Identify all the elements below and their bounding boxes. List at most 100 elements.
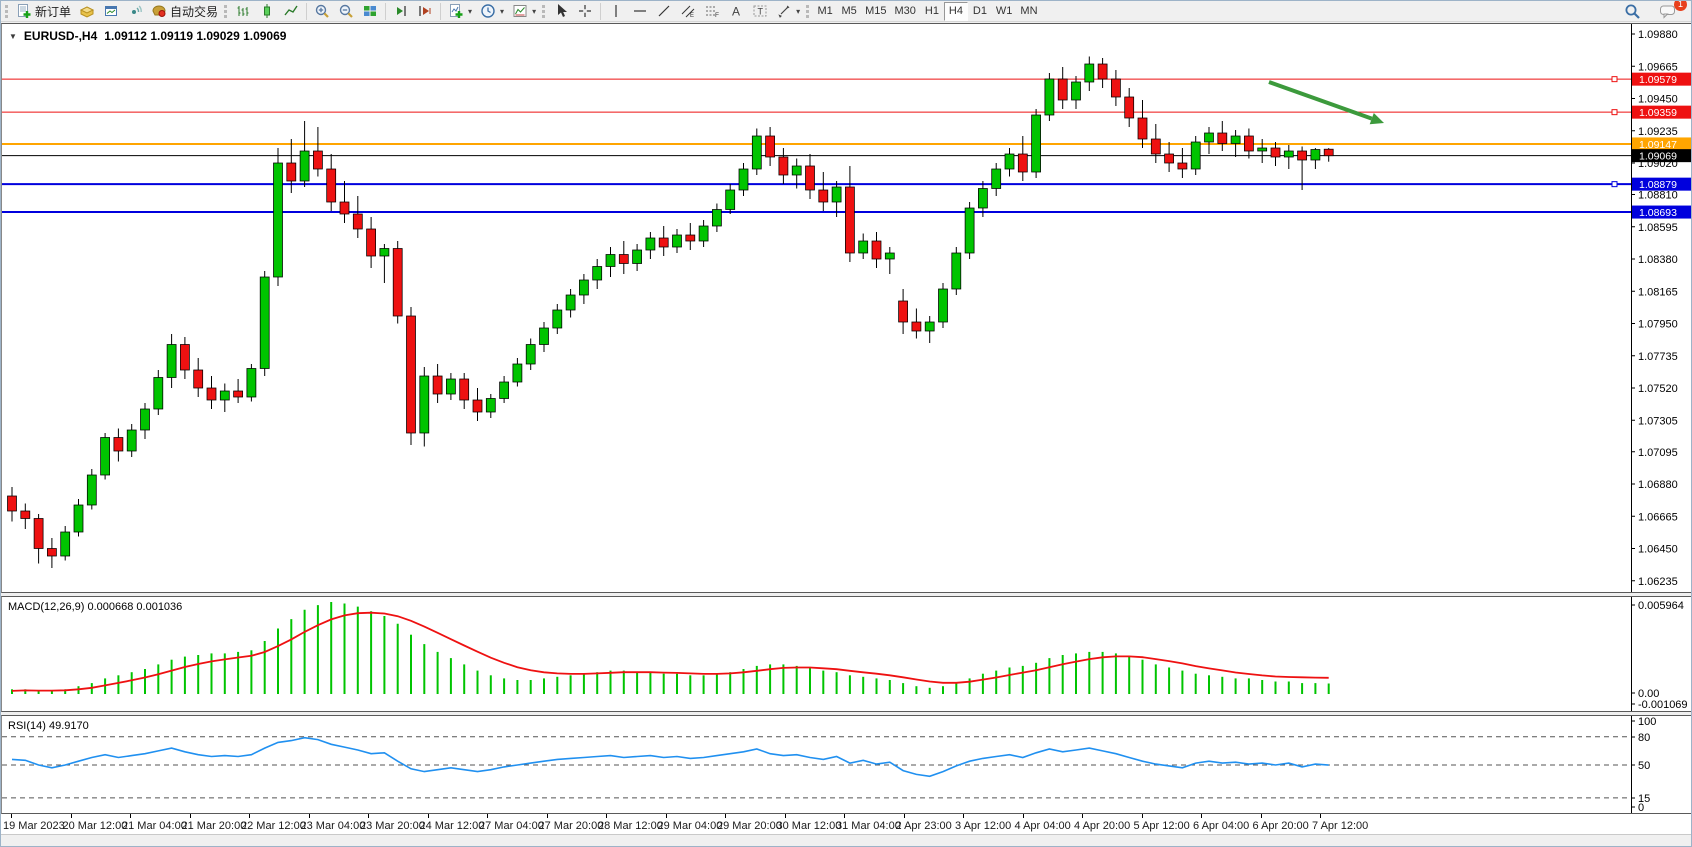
chart-cube-icon: [79, 6, 95, 18]
candle-up: [60, 531, 71, 557]
community-button[interactable]: 1: [1655, 1, 1687, 21]
text-button[interactable]: A: [724, 2, 748, 21]
time-axis[interactable]: 19 Mar 2023 20 Mar 12:00 21 Mar 04:00 21 Ma…: [1, 814, 1691, 834]
candle-down: [778, 156, 789, 176]
timeframe-m15-button[interactable]: M15: [865, 5, 887, 17]
main-chart-canvas[interactable]: 1.098801.096651.094501.092351.090201.088…: [2, 24, 1692, 592]
rsi-panel[interactable]: 100 80 50 15 0 RSI(14) 49.9170: [1, 715, 1691, 814]
rsi-line: [11, 736, 1329, 778]
trend-arrow[interactable]: [1268, 80, 1373, 121]
bottom-strip: [1, 834, 1691, 846]
panel-splitter[interactable]: [1, 593, 1691, 596]
vertical-line-button[interactable]: [604, 2, 628, 21]
crosshair-button[interactable]: [573, 2, 597, 21]
price-tick-label: 1.07095: [1638, 447, 1678, 459]
crosshair-icon: [579, 5, 592, 17]
text-label-button[interactable]: T: [748, 2, 772, 21]
timeframe-m30-button[interactable]: M30: [894, 5, 916, 17]
cursor-button[interactable]: [549, 2, 573, 21]
price-tick-label: 1.06450: [1638, 544, 1678, 556]
time-label: 21 Mar 04:00: [122, 820, 187, 832]
candle-down: [1177, 162, 1188, 170]
toolbar-separator: [385, 2, 387, 20]
panel-splitter[interactable]: [1, 712, 1691, 715]
candle-down: [366, 228, 376, 257]
tile-windows-button[interactable]: [358, 2, 382, 21]
time-tick: [1082, 814, 1083, 818]
autotrade-button[interactable]: 自动交易: [147, 2, 222, 21]
equidistant-channel-button[interactable]: E: [676, 2, 700, 21]
candle-up: [1071, 81, 1081, 101]
new-order-button[interactable]: 新订单: [12, 2, 75, 21]
line-chart-button[interactable]: [279, 2, 303, 21]
notification-badge: 1: [1674, 1, 1687, 11]
time-label: 6 Apr 04:00: [1193, 820, 1250, 832]
price-tick-label: 1.07735: [1638, 351, 1678, 363]
candle-up: [565, 294, 576, 311]
timeframe-h1-button[interactable]: H1: [924, 5, 939, 17]
hline-handle[interactable]: [1611, 181, 1618, 188]
toolbar-grip[interactable]: [5, 4, 8, 18]
chart-symbol-title: EURUSD-,H4: [23, 29, 98, 43]
candle-up: [1084, 63, 1095, 83]
timeframe-mn-button[interactable]: MN: [1020, 5, 1038, 17]
horizontal-line-button[interactable]: [628, 2, 652, 21]
time-tick: [130, 814, 131, 818]
price-tick-label: 1.07950: [1638, 319, 1678, 331]
candle-up: [791, 165, 802, 176]
timeframe-m1-button[interactable]: M1: [817, 5, 833, 17]
hline-handle[interactable]: [1611, 109, 1618, 116]
bar-chart-button[interactable]: [231, 2, 255, 21]
chart-shift-button[interactable]: [413, 2, 437, 21]
auto-scroll-button[interactable]: [389, 2, 413, 21]
candlestick-button[interactable]: [255, 2, 279, 21]
candle-up: [978, 188, 988, 209]
toolbar-grip[interactable]: [806, 4, 810, 18]
time-tick: [1320, 814, 1321, 818]
fibonacci-button[interactable]: F: [700, 2, 724, 21]
toolbar-grip[interactable]: [224, 4, 228, 18]
main-chart-panel[interactable]: 1.09880 1.09665 1.09450 1.09235 1.09020 1.088…: [1, 23, 1692, 593]
candle-up: [579, 279, 589, 296]
toolbar: 新订单 自动交易: [1, 1, 1691, 22]
trendline-button[interactable]: [652, 2, 676, 21]
candle-down: [1057, 78, 1068, 101]
timeframe-h4-button[interactable]: H4: [943, 1, 968, 21]
candle-down: [898, 300, 908, 323]
tile-windows-icon: [364, 6, 377, 16]
periods-button[interactable]: ▾: [476, 2, 508, 21]
indicators-button[interactable]: ▾: [444, 2, 476, 21]
price-tick-label: 1.09235: [1638, 126, 1678, 138]
macd-panel[interactable]: 0.005964 0.00 -0.001069 MACD(12,26,9) 0.00…: [1, 596, 1691, 712]
price-tick-label: 1.09880: [1638, 29, 1678, 41]
text-label-icon: T: [753, 5, 767, 17]
hline-handle[interactable]: [1611, 76, 1618, 83]
rsi-axis-label: 15: [1638, 793, 1650, 805]
search-button[interactable]: [1620, 2, 1645, 21]
toolbar-grip[interactable]: [542, 4, 546, 18]
macd-label: MACD(12,26,9) 0.000668 0.001036: [8, 601, 183, 613]
time-label: 22 Mar 12:00: [241, 820, 306, 832]
templates-button[interactable]: ▾: [508, 2, 540, 21]
zoom-in-button[interactable]: [310, 2, 334, 21]
arrows-button[interactable]: ▾: [772, 2, 804, 21]
candle-up: [1004, 153, 1015, 170]
timeframe-m5-button[interactable]: M5: [841, 5, 857, 17]
timeframe-d1-button[interactable]: D1: [972, 5, 987, 17]
indicators-icon: [450, 4, 463, 18]
time-label: 29 Mar 20:00: [717, 820, 782, 832]
chart-profile-button[interactable]: [75, 2, 99, 21]
timeframe-w1-button[interactable]: W1: [995, 5, 1013, 17]
candle-up: [419, 375, 430, 434]
signal-button[interactable]: [123, 2, 147, 21]
candle-down: [206, 387, 217, 401]
zoom-out-button[interactable]: [334, 2, 358, 21]
svg-text:A: A: [732, 5, 740, 19]
time-label: 29 Mar 04:00: [657, 820, 723, 832]
candle-down: [1097, 63, 1108, 80]
time-tick: [784, 814, 786, 818]
market-watch-button[interactable]: [99, 2, 123, 21]
time-tick: [427, 814, 429, 818]
one-click-expand-arrow[interactable]: ▼: [9, 31, 17, 41]
time-tick: [487, 814, 488, 818]
